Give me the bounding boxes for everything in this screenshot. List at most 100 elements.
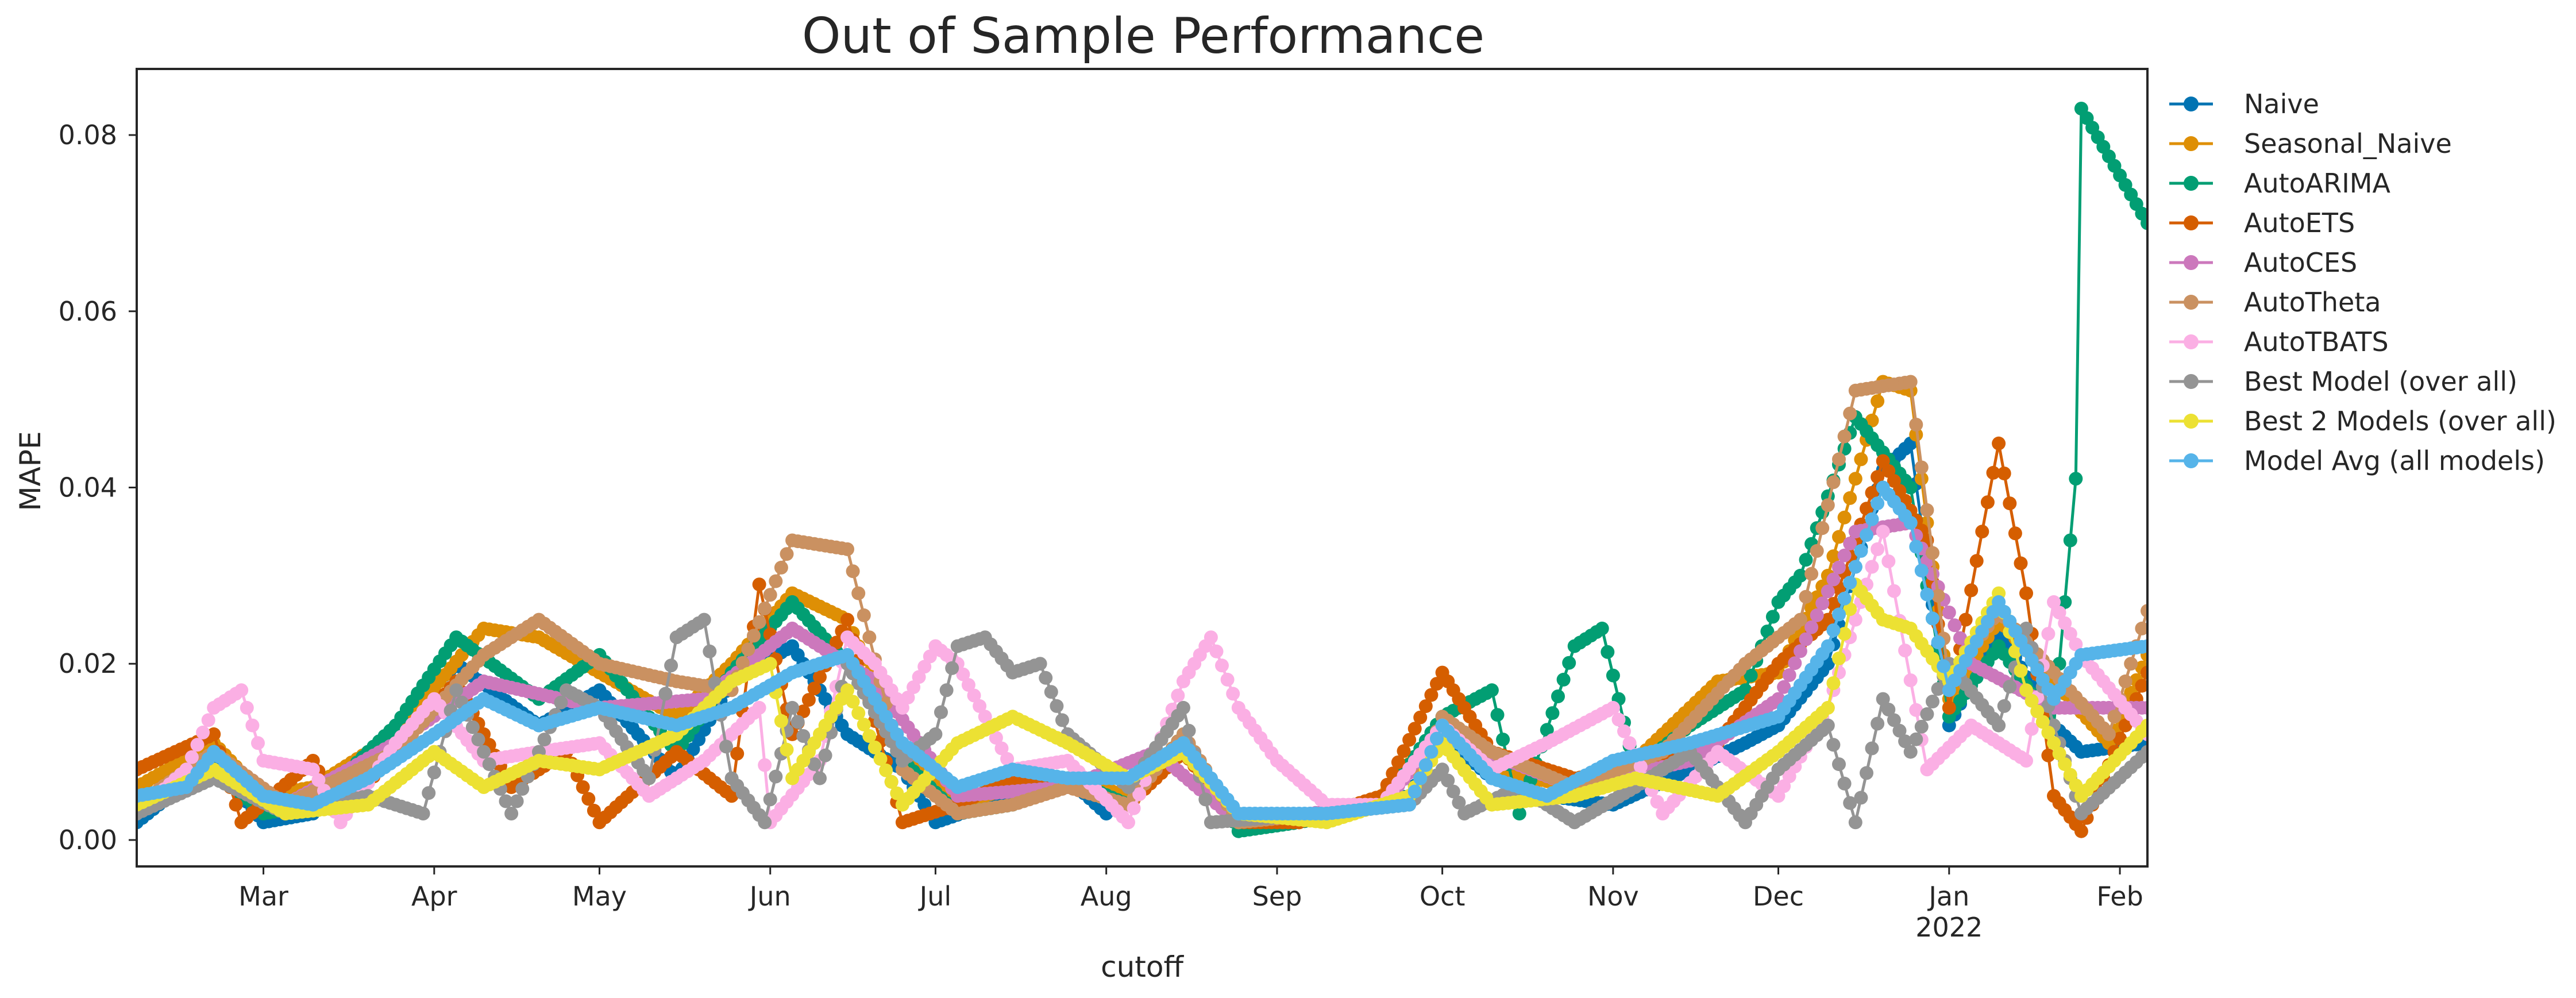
data-point [1215,658,1229,673]
series-line [137,103,2147,833]
data-point [1127,801,1141,815]
data-point [1826,676,1841,690]
data-point [2008,644,2022,658]
legend-marker [2184,215,2199,230]
data-point [196,725,210,739]
data-point [862,630,877,645]
data-point [1821,612,1835,627]
data-point [2019,621,2033,635]
data-point [1622,736,1637,750]
legend-label: AutoETS [2244,207,2355,238]
data-point [1611,712,1626,727]
data-point [2101,727,2116,741]
legend-item: Best Model (over all) [2169,366,2517,397]
data-point [1997,467,2011,480]
data-point [1832,652,1846,665]
plot-frame [136,68,2149,868]
data-point [576,780,590,794]
data-point [928,727,943,741]
data-point [416,807,430,820]
data-point [1865,741,1879,756]
legend-marker [2184,453,2199,468]
data-point [179,762,194,777]
legend-item: AutoARIMA [2169,168,2390,199]
data-point [862,729,877,743]
data-point [1871,542,1885,556]
data-point [1953,631,1967,645]
data-point [1832,530,1846,544]
data-point [1132,787,1147,802]
data-point [1865,512,1879,526]
data-point [2019,754,2033,768]
data-point [2014,664,2028,678]
legend-item: AutoETS [2169,207,2355,238]
data-point [1854,544,1868,558]
data-point [895,700,909,715]
data-point [2047,595,2061,609]
data-point [1204,630,1218,645]
data-point [752,577,766,592]
y-axis-label: MAPE [14,431,47,511]
data-point [1595,621,1609,635]
data-point [851,586,866,600]
data-point [1815,596,1830,611]
data-point [1837,776,1852,791]
data-point [1997,699,2011,713]
data-point [769,574,783,588]
data-point [807,757,822,772]
data-point [2047,736,2061,750]
legend-marker [2184,255,2199,270]
data-point [774,560,788,575]
data-point [1810,544,1824,558]
data-point [1418,699,1433,714]
data-point [2041,725,2056,739]
data-point [790,715,805,729]
data-point [664,658,678,673]
data-point [989,731,1003,745]
data-point [1898,734,1912,749]
legend-label: Seasonal_Naive [2244,128,2452,159]
data-point [1407,722,1422,736]
data-point [1121,815,1135,830]
data-point [658,687,673,701]
data-point [1484,683,1499,698]
data-point [471,733,485,747]
data-point [752,615,766,629]
data-point [251,736,265,750]
data-point [1209,644,1224,658]
data-point [961,678,975,692]
data-point [1980,495,1995,510]
legend-label: Best 2 Models (over all) [2244,406,2556,437]
data-point [1441,773,1455,788]
x-tick-label: Aug [1081,881,1132,912]
data-point [2014,556,2028,571]
data-point [184,750,199,764]
data-point [2135,621,2147,635]
data-point [1793,612,1807,627]
data-point [449,683,464,698]
data-point [758,758,772,772]
data-point [1765,610,1780,624]
data-point [741,642,755,657]
data-point [840,542,854,556]
data-point [1220,672,1235,687]
x-tick-label: Sep [1252,881,1302,912]
x-tick-label: Dec [1753,881,1804,912]
data-point [1788,656,1802,671]
data-point [1892,723,1907,738]
data-point [1876,692,1890,706]
data-point [2058,616,2072,630]
y-tick-label: 0.04 [59,472,117,503]
data-point [1887,713,1901,727]
data-point [1633,760,1648,774]
data-point [2063,627,2077,641]
data-point [1843,796,1857,810]
data-point [1799,589,1813,604]
data-point [2141,639,2147,653]
data-point [724,789,739,803]
y-tick-label: 0.08 [59,120,117,151]
data-point [2024,693,2039,708]
data-point [867,741,882,754]
data-point [1860,502,1873,516]
data-point [422,786,436,800]
